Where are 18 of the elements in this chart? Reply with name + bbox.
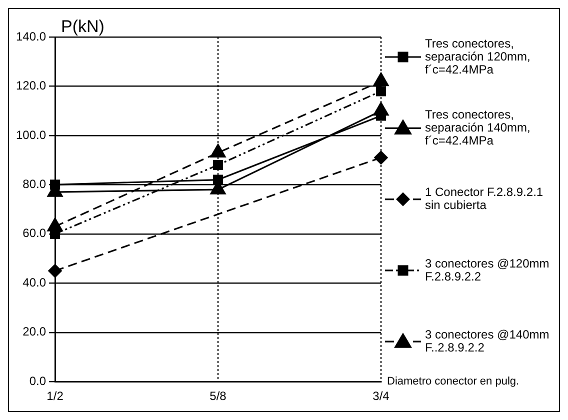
legend-label: 3 conectores @120mm F.2.8.9.2.2 <box>425 256 550 284</box>
y-tick-label: 140.0 <box>16 29 46 44</box>
legend-label: 3 conectores @140mm F..2.8.9.2.2 <box>425 327 550 354</box>
y-tick-label: 120.0 <box>16 78 46 93</box>
legend-label: Tres conectores, separación 120mm, f´c=42.4MPa <box>425 36 530 76</box>
y-tick-label: 60.0 <box>22 226 46 240</box>
x-tick-label: 5/8 <box>210 389 227 404</box>
y-tick-label: 100.0 <box>16 128 46 142</box>
y-tick-label: 40.0 <box>22 275 46 290</box>
y-tick-label: 20.0 <box>22 324 46 339</box>
y-tick-label: 0.0 <box>29 374 46 388</box>
y-axis-title: P(kN) <box>61 17 104 36</box>
x-tick-label: 1/2 <box>46 389 64 404</box>
x-tick-label: 3/4 <box>372 389 390 404</box>
x-axis-title: Diametro conector en pulg. <box>387 376 520 388</box>
y-tick-label: 80.0 <box>22 177 46 191</box>
legend-label: 1 Conector F.2.8.9.2.1 sin cubierta <box>425 185 544 212</box>
legend-label: Tres conectores, separación 140mm, f´c=42.4MPa <box>425 107 530 148</box>
